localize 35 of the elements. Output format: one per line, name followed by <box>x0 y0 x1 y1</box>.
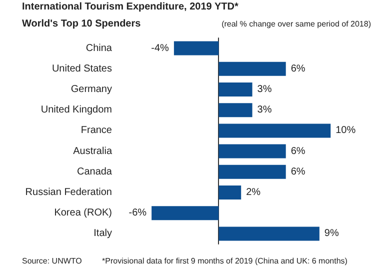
chart-title: International Tourism Expenditure, 2019 YTD* <box>22 2 238 12</box>
bar <box>218 62 286 76</box>
data-label: 10% <box>336 125 356 136</box>
text: *Provisional data for first 9 months of 2019 (China and UK: 6 months) <box>102 256 348 266</box>
data-label: 6% <box>290 146 306 157</box>
data-label: 6% <box>290 166 306 178</box>
chart-subtitle: World's Top 10 Spenders <box>22 18 142 30</box>
y-tick-label: China <box>86 42 112 54</box>
y-tick-label: Italy <box>94 228 112 240</box>
y-tick-label: Germany <box>70 84 112 95</box>
data-label: -6% <box>128 208 147 219</box>
y-tick-label: Russian Federation <box>25 187 112 198</box>
data-label: 3% <box>257 84 272 95</box>
bar <box>152 206 219 220</box>
bar <box>218 164 286 179</box>
bar <box>218 82 252 96</box>
y-tick-label: United Kingdom <box>40 104 112 116</box>
text: (real % change over same period of 2018) <box>222 20 372 28</box>
y-tick-label: Australia <box>73 146 112 157</box>
bar <box>218 144 286 158</box>
data-label: -4% <box>151 42 170 54</box>
bar <box>174 41 219 56</box>
data-label: 9% <box>324 228 339 240</box>
data-label: 6% <box>290 63 306 74</box>
y-tick-label: Canada <box>76 166 112 178</box>
bar <box>218 124 331 138</box>
y-tick-label: Korea (ROK) <box>54 208 112 219</box>
data-label: 3% <box>257 104 272 116</box>
bar <box>218 186 242 200</box>
y-tick-label: United States <box>52 63 112 74</box>
y-tick-label: France <box>80 125 112 136</box>
data-label: 2% <box>246 187 261 198</box>
bar <box>218 226 320 241</box>
bar <box>218 103 252 118</box>
source-note: Source: UNWTO <box>22 256 82 266</box>
